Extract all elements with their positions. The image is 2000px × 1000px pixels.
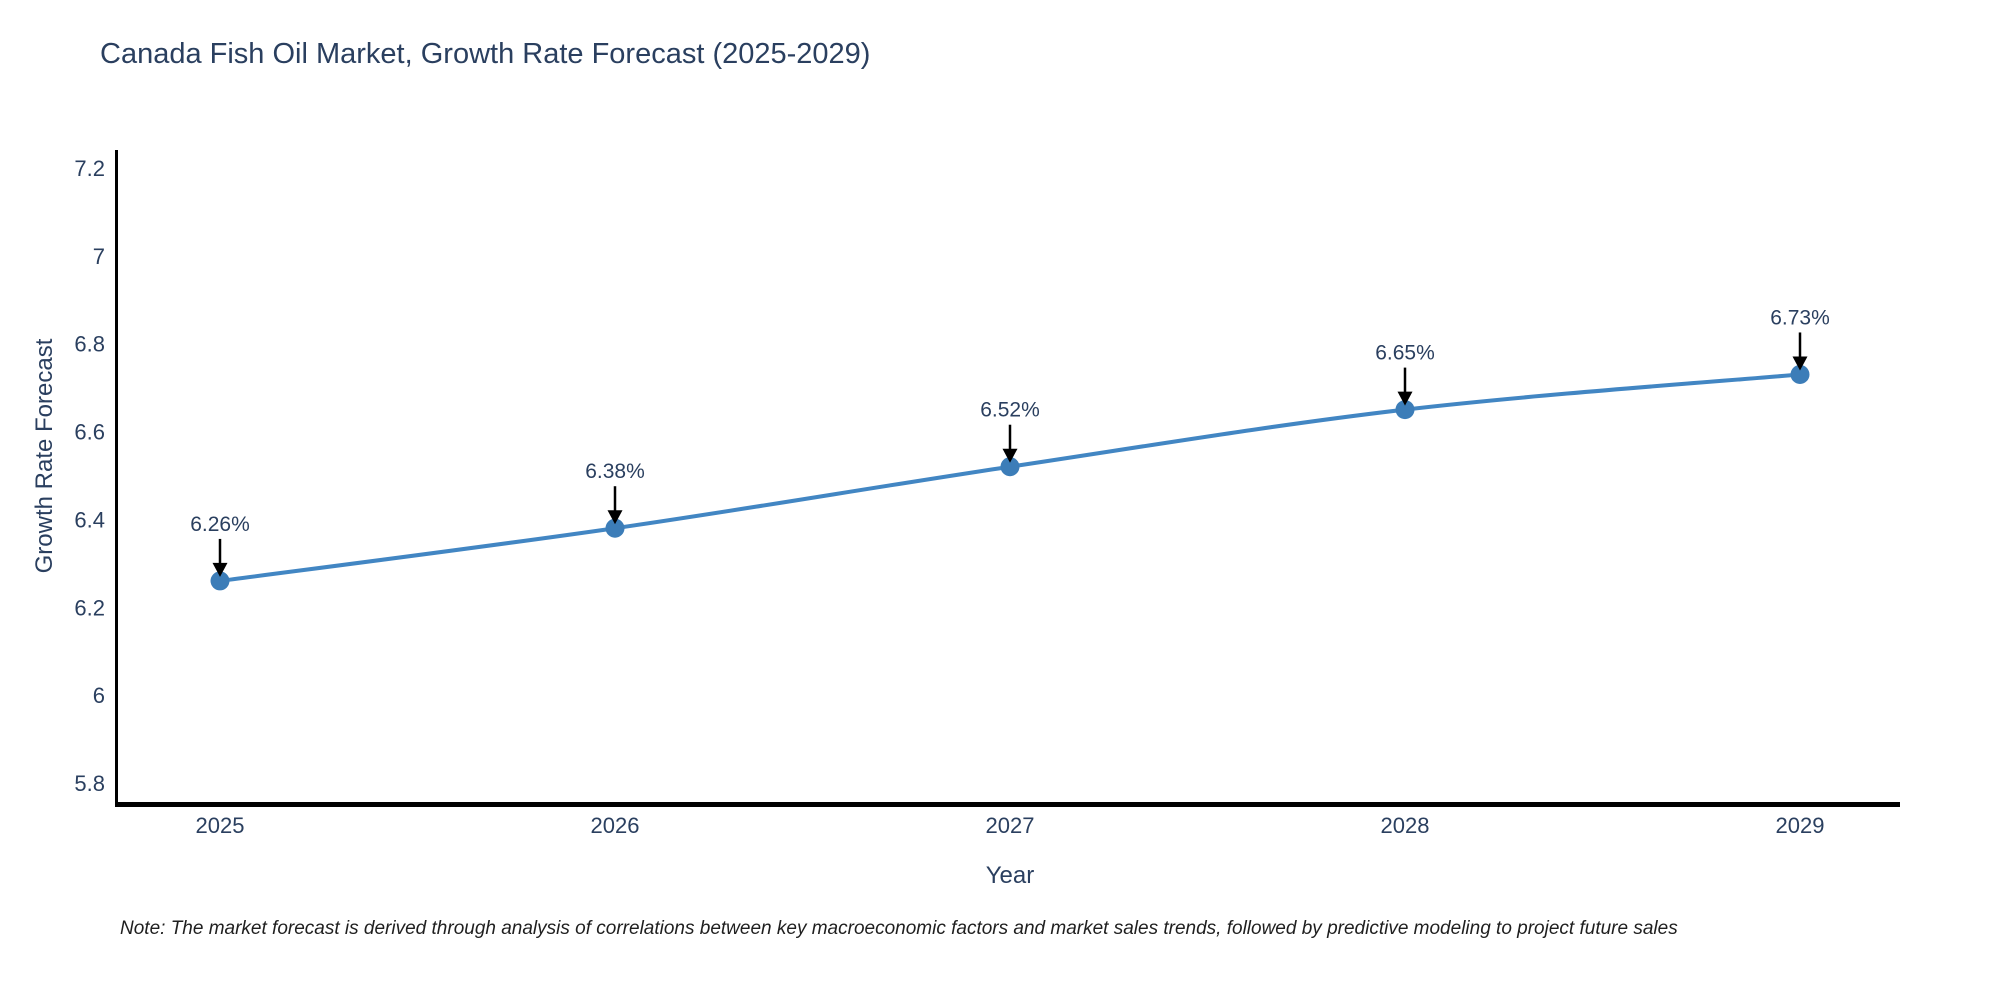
annotation-arrow-head: [607, 510, 623, 525]
x-tick-label: 2027: [986, 813, 1035, 838]
x-tick-label: 2026: [591, 813, 640, 838]
data-point-marker: [1000, 457, 1020, 477]
x-tick-label: 2025: [196, 813, 245, 838]
data-point-label: 6.38%: [585, 460, 645, 483]
y-tick-label: 6.4: [74, 507, 105, 532]
x-axis-spine: [115, 802, 1900, 807]
y-tick-label: 6.2: [74, 595, 105, 620]
y-tick-label: 5.8: [74, 771, 105, 796]
annotation-arrow-head: [212, 562, 228, 577]
data-point-label: 6.52%: [980, 399, 1040, 422]
chart-footnote: Note: The market forecast is derived thr…: [120, 918, 1678, 939]
y-tick-label: 7: [93, 244, 105, 269]
data-point-marker: [1395, 400, 1415, 420]
data-point-marker: [605, 518, 625, 538]
chart-title: Canada Fish Oil Market, Growth Rate Fore…: [100, 38, 871, 70]
data-point-label: 6.26%: [190, 513, 250, 536]
annotation-arrow-head: [1397, 391, 1413, 406]
x-tick-label: 2029: [1776, 813, 1825, 838]
data-point-label: 6.65%: [1375, 342, 1435, 365]
data-point-label: 6.73%: [1770, 306, 1830, 329]
y-tick-label: 7.2: [74, 156, 105, 181]
x-axis-title: Year: [985, 862, 1035, 889]
data-point-marker: [1790, 364, 1810, 384]
annotation-arrow-head: [1792, 356, 1808, 371]
y-tick-label: 6.8: [74, 332, 105, 357]
annotation-arrow-head: [1002, 448, 1018, 463]
x-tick-label: 2028: [1381, 813, 1430, 838]
data-point-marker: [210, 571, 230, 591]
y-axis-spine: [115, 150, 118, 802]
y-tick-label: 6: [93, 683, 105, 708]
y-tick-label: 6.6: [74, 420, 105, 445]
